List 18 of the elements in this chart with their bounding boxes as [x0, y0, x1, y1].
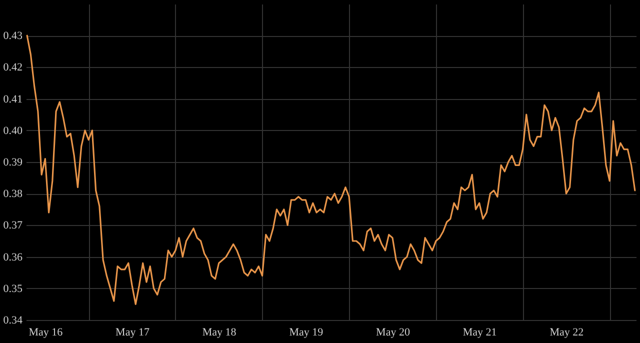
x-tick-label: May 21 [462, 326, 497, 338]
x-tick-label: May 22 [550, 326, 584, 338]
y-tick-label: 0.39 [3, 156, 23, 168]
y-tick-label: 0.41 [3, 93, 22, 106]
x-tick-label: May 17 [116, 326, 150, 338]
y-tick-label: 0.42 [3, 62, 22, 74]
line-series [26, 34, 636, 305]
y-tick-label: 0.36 [3, 251, 23, 264]
y-tick-label: 0.40 [3, 124, 23, 137]
y-tick-label: 0.35 [3, 282, 23, 295]
x-tick-label: May 19 [289, 326, 324, 338]
y-tick-label: 0.34 [3, 314, 23, 326]
x-tick-label: May 16 [28, 326, 64, 338]
y-tick-label: 0.37 [3, 220, 23, 232]
y-tick-label: 0.38 [3, 188, 23, 200]
y-tick-label: 0.43 [3, 30, 23, 42]
x-tick-label: May 18 [202, 326, 237, 338]
x-tick-label: May 20 [376, 326, 410, 338]
